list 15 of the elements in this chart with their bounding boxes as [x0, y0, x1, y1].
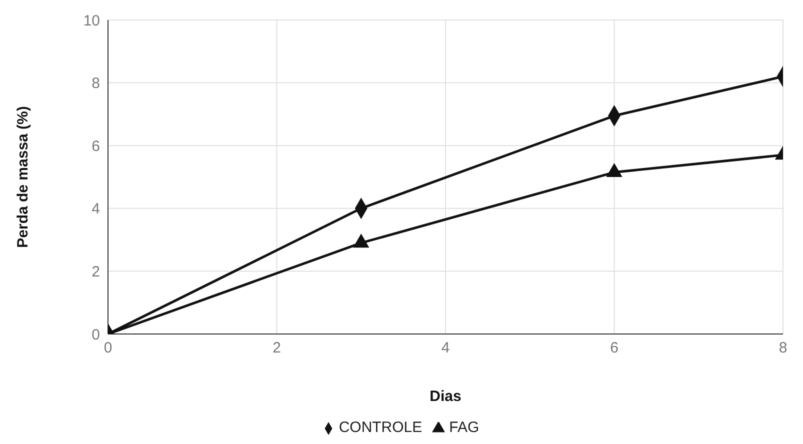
y-tick-label: 6: [92, 138, 100, 155]
legend-label: FAG: [449, 419, 480, 436]
x-tick-label: 0: [104, 340, 112, 357]
legend-label: CONTROLE: [338, 419, 422, 436]
y-tick-label: 8: [92, 75, 100, 92]
y-tick-label: 2: [92, 264, 100, 281]
x-tick-label: 6: [610, 340, 618, 357]
x-tick-label: 2: [272, 340, 281, 357]
y-tick-label: 4: [92, 200, 100, 218]
y-axis-title: Perda de massa (%): [14, 106, 32, 248]
x-axis-title: Dias: [430, 388, 462, 405]
x-tick-label: 8: [778, 340, 788, 357]
y-tick-label: 10: [83, 12, 100, 30]
y-tick-label: 0: [92, 326, 100, 344]
x-tick-label: 4: [441, 340, 450, 357]
